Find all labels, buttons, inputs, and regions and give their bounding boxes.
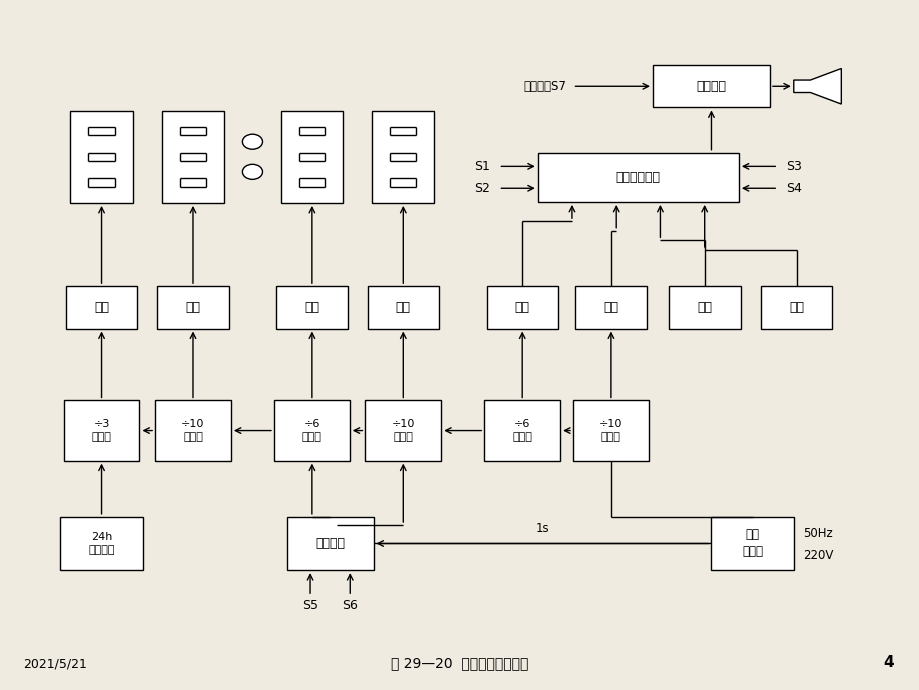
- FancyBboxPatch shape: [276, 286, 347, 328]
- Text: 起闸选择S7: 起闸选择S7: [523, 80, 565, 92]
- Polygon shape: [793, 68, 840, 104]
- Text: 标准
时间源: 标准 时间源: [742, 529, 762, 558]
- Text: S1: S1: [474, 160, 490, 173]
- Text: 译码: 译码: [789, 301, 803, 314]
- Text: 24h
清零电路: 24h 清零电路: [88, 532, 115, 555]
- Text: ÷3
计数器: ÷3 计数器: [92, 419, 111, 442]
- FancyBboxPatch shape: [710, 517, 793, 570]
- FancyBboxPatch shape: [669, 286, 740, 328]
- FancyBboxPatch shape: [155, 400, 231, 461]
- Text: S4: S4: [786, 181, 801, 195]
- Text: 起闸时间选择: 起闸时间选择: [615, 171, 660, 184]
- FancyBboxPatch shape: [66, 286, 137, 328]
- Text: ÷10
计数器: ÷10 计数器: [181, 419, 204, 442]
- FancyBboxPatch shape: [483, 400, 560, 461]
- FancyBboxPatch shape: [486, 286, 557, 328]
- FancyBboxPatch shape: [63, 400, 140, 461]
- FancyBboxPatch shape: [573, 400, 648, 461]
- Text: 译码: 译码: [304, 301, 319, 314]
- Text: ÷10
计数器: ÷10 计数器: [598, 419, 622, 442]
- Text: 2021/5/21: 2021/5/21: [23, 657, 86, 670]
- Text: 译码: 译码: [514, 301, 529, 314]
- Text: 译码: 译码: [697, 301, 712, 314]
- FancyBboxPatch shape: [368, 286, 438, 328]
- FancyBboxPatch shape: [162, 110, 224, 203]
- FancyBboxPatch shape: [574, 286, 646, 328]
- FancyBboxPatch shape: [365, 400, 441, 461]
- Text: S5: S5: [301, 599, 318, 612]
- FancyBboxPatch shape: [274, 400, 349, 461]
- Text: S3: S3: [786, 160, 801, 173]
- Text: 译码: 译码: [395, 301, 411, 314]
- Text: ÷6
计数器: ÷6 计数器: [301, 419, 322, 442]
- Text: 译码: 译码: [94, 301, 109, 314]
- Text: S6: S6: [342, 599, 357, 612]
- FancyBboxPatch shape: [760, 286, 832, 328]
- FancyBboxPatch shape: [537, 152, 738, 202]
- Text: 译码: 译码: [186, 301, 200, 314]
- Text: 起闸电路: 起闸电路: [696, 80, 726, 92]
- Text: S2: S2: [474, 181, 490, 195]
- Text: 校时电路: 校时电路: [315, 537, 345, 550]
- FancyBboxPatch shape: [61, 517, 142, 570]
- Text: 1s: 1s: [535, 522, 549, 535]
- Circle shape: [242, 164, 262, 179]
- Text: ÷10
计数器: ÷10 计数器: [391, 419, 414, 442]
- FancyBboxPatch shape: [652, 65, 769, 108]
- FancyBboxPatch shape: [287, 517, 373, 570]
- Text: 4: 4: [883, 655, 893, 670]
- Text: 图 29—20  数字时钟逻辑框图: 图 29—20 数字时钟逻辑框图: [391, 656, 528, 670]
- Circle shape: [242, 134, 262, 149]
- FancyBboxPatch shape: [372, 110, 434, 203]
- Text: 220V: 220V: [802, 549, 833, 562]
- FancyBboxPatch shape: [157, 286, 229, 328]
- Text: 译码: 译码: [603, 301, 618, 314]
- Text: ÷6
计数器: ÷6 计数器: [512, 419, 531, 442]
- Text: 50Hz: 50Hz: [802, 527, 832, 540]
- FancyBboxPatch shape: [280, 110, 343, 203]
- FancyBboxPatch shape: [71, 110, 132, 203]
